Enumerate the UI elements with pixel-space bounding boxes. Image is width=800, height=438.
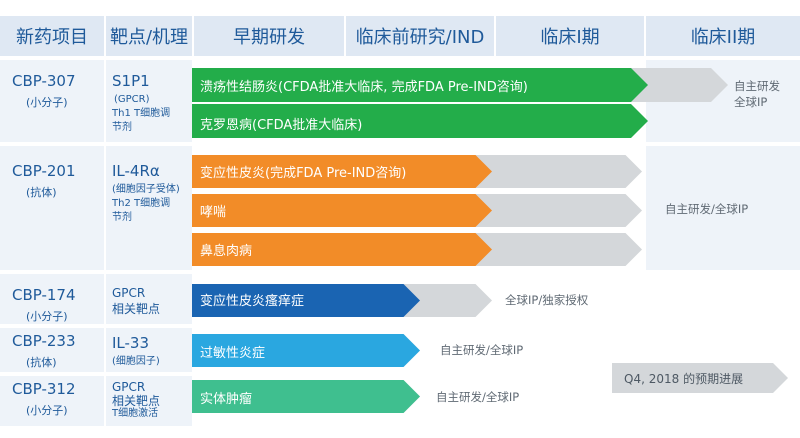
target-name: IL-4Rα [112,162,160,180]
target-note: 节剂 [112,122,132,133]
target-note: (细胞因子受体) [112,184,180,195]
drug-name: CBP-174 [12,286,76,304]
bar-progress-4-0 [192,380,420,413]
drug-type: (抗体) [26,356,57,369]
bar-label: 过敏性炎症 [200,346,266,361]
bar-progress-1-1 [192,194,492,227]
drug-name: CBP-312 [12,380,76,398]
drug-name: CBP-201 [12,162,76,180]
target-name: S1P1 [112,72,150,90]
row-bg-target-1 [106,60,192,142]
status-text: 自主研发/全球IP [436,390,520,404]
bar-progress-0-1 [192,104,648,138]
target-note: GPCR [112,380,146,394]
target-note: Th1 T细胞调 [112,108,171,119]
row-bg-target-4 [106,328,192,372]
drug-type: (抗体) [26,186,57,199]
drug-type: (小分子) [26,96,68,109]
row-bg-target-2 [106,146,192,270]
row-bg-drug-2 [0,146,104,270]
bar-progress-3-0 [192,334,420,367]
header-preclinical-ind: 临床前研究/IND [346,16,494,56]
header-phase-2: 临床II期 [646,16,800,56]
row-bg-right-2 [646,146,800,270]
legend-label: Q4, 2018 的预期进展 [624,372,744,386]
bar-label: 鼻息肉病 [200,244,253,259]
row-bg-target-5 [106,376,192,426]
header-early-research: 早期研发 [194,16,344,56]
target-note: Th2 T细胞调 [112,198,171,209]
bar-label: 实体肿瘤 [200,392,253,407]
status-text: 自主研发 [734,79,780,93]
target-note: (细胞因子) [112,356,160,367]
status-text: 自主研发/全球IP [440,343,524,357]
status-text: 全球IP/独家授权 [505,293,589,307]
target-note: T细胞激活 [112,408,159,419]
drug-type: (小分子) [26,404,68,417]
status-text: 自主研发/全球IP [665,202,749,216]
header-drug: 新药项目 [0,16,104,56]
row-bg-target-3 [106,274,192,324]
target-note: GPCR [112,286,146,300]
row-bg-drug-3 [0,274,104,324]
bar-progress-1-0 [192,155,492,188]
row-bg-drug-5 [0,376,104,426]
bar-progress-0-0 [192,68,648,102]
row-bg-drug-1 [0,60,104,142]
drug-name: CBP-307 [12,72,76,90]
header-phase-1: 临床I期 [496,16,644,56]
drug-name: CBP-233 [12,332,76,350]
bar-progress-2-0 [192,284,420,317]
target-note: 节剂 [112,212,132,223]
bar-label: 克罗恩病(CFDA批准大临床) [200,118,363,133]
legend-arrow [612,363,788,393]
target-note: 相关靶点 [112,394,161,408]
header-target: 靶点/机理 [106,16,192,56]
target-note: (GPCR) [114,94,150,105]
bar-label: 哮喘 [200,205,227,220]
bar-label: 变应性皮炎瘙痒症 [200,294,305,309]
drug-type: (小分子) [26,310,68,323]
target-name: IL-33 [112,334,150,352]
row-bg-drug-4 [0,328,104,372]
bar-progress-1-2 [192,233,492,266]
bar-label: 溃疡性结肠炎(CFDA批准大临床, 完成FDA Pre-IND咨询) [200,80,528,95]
status-text: 全球IP [734,95,768,109]
bar-label: 变应性皮炎(完成FDA Pre-IND咨询) [200,166,407,181]
target-note: 相关靶点 [112,302,161,316]
